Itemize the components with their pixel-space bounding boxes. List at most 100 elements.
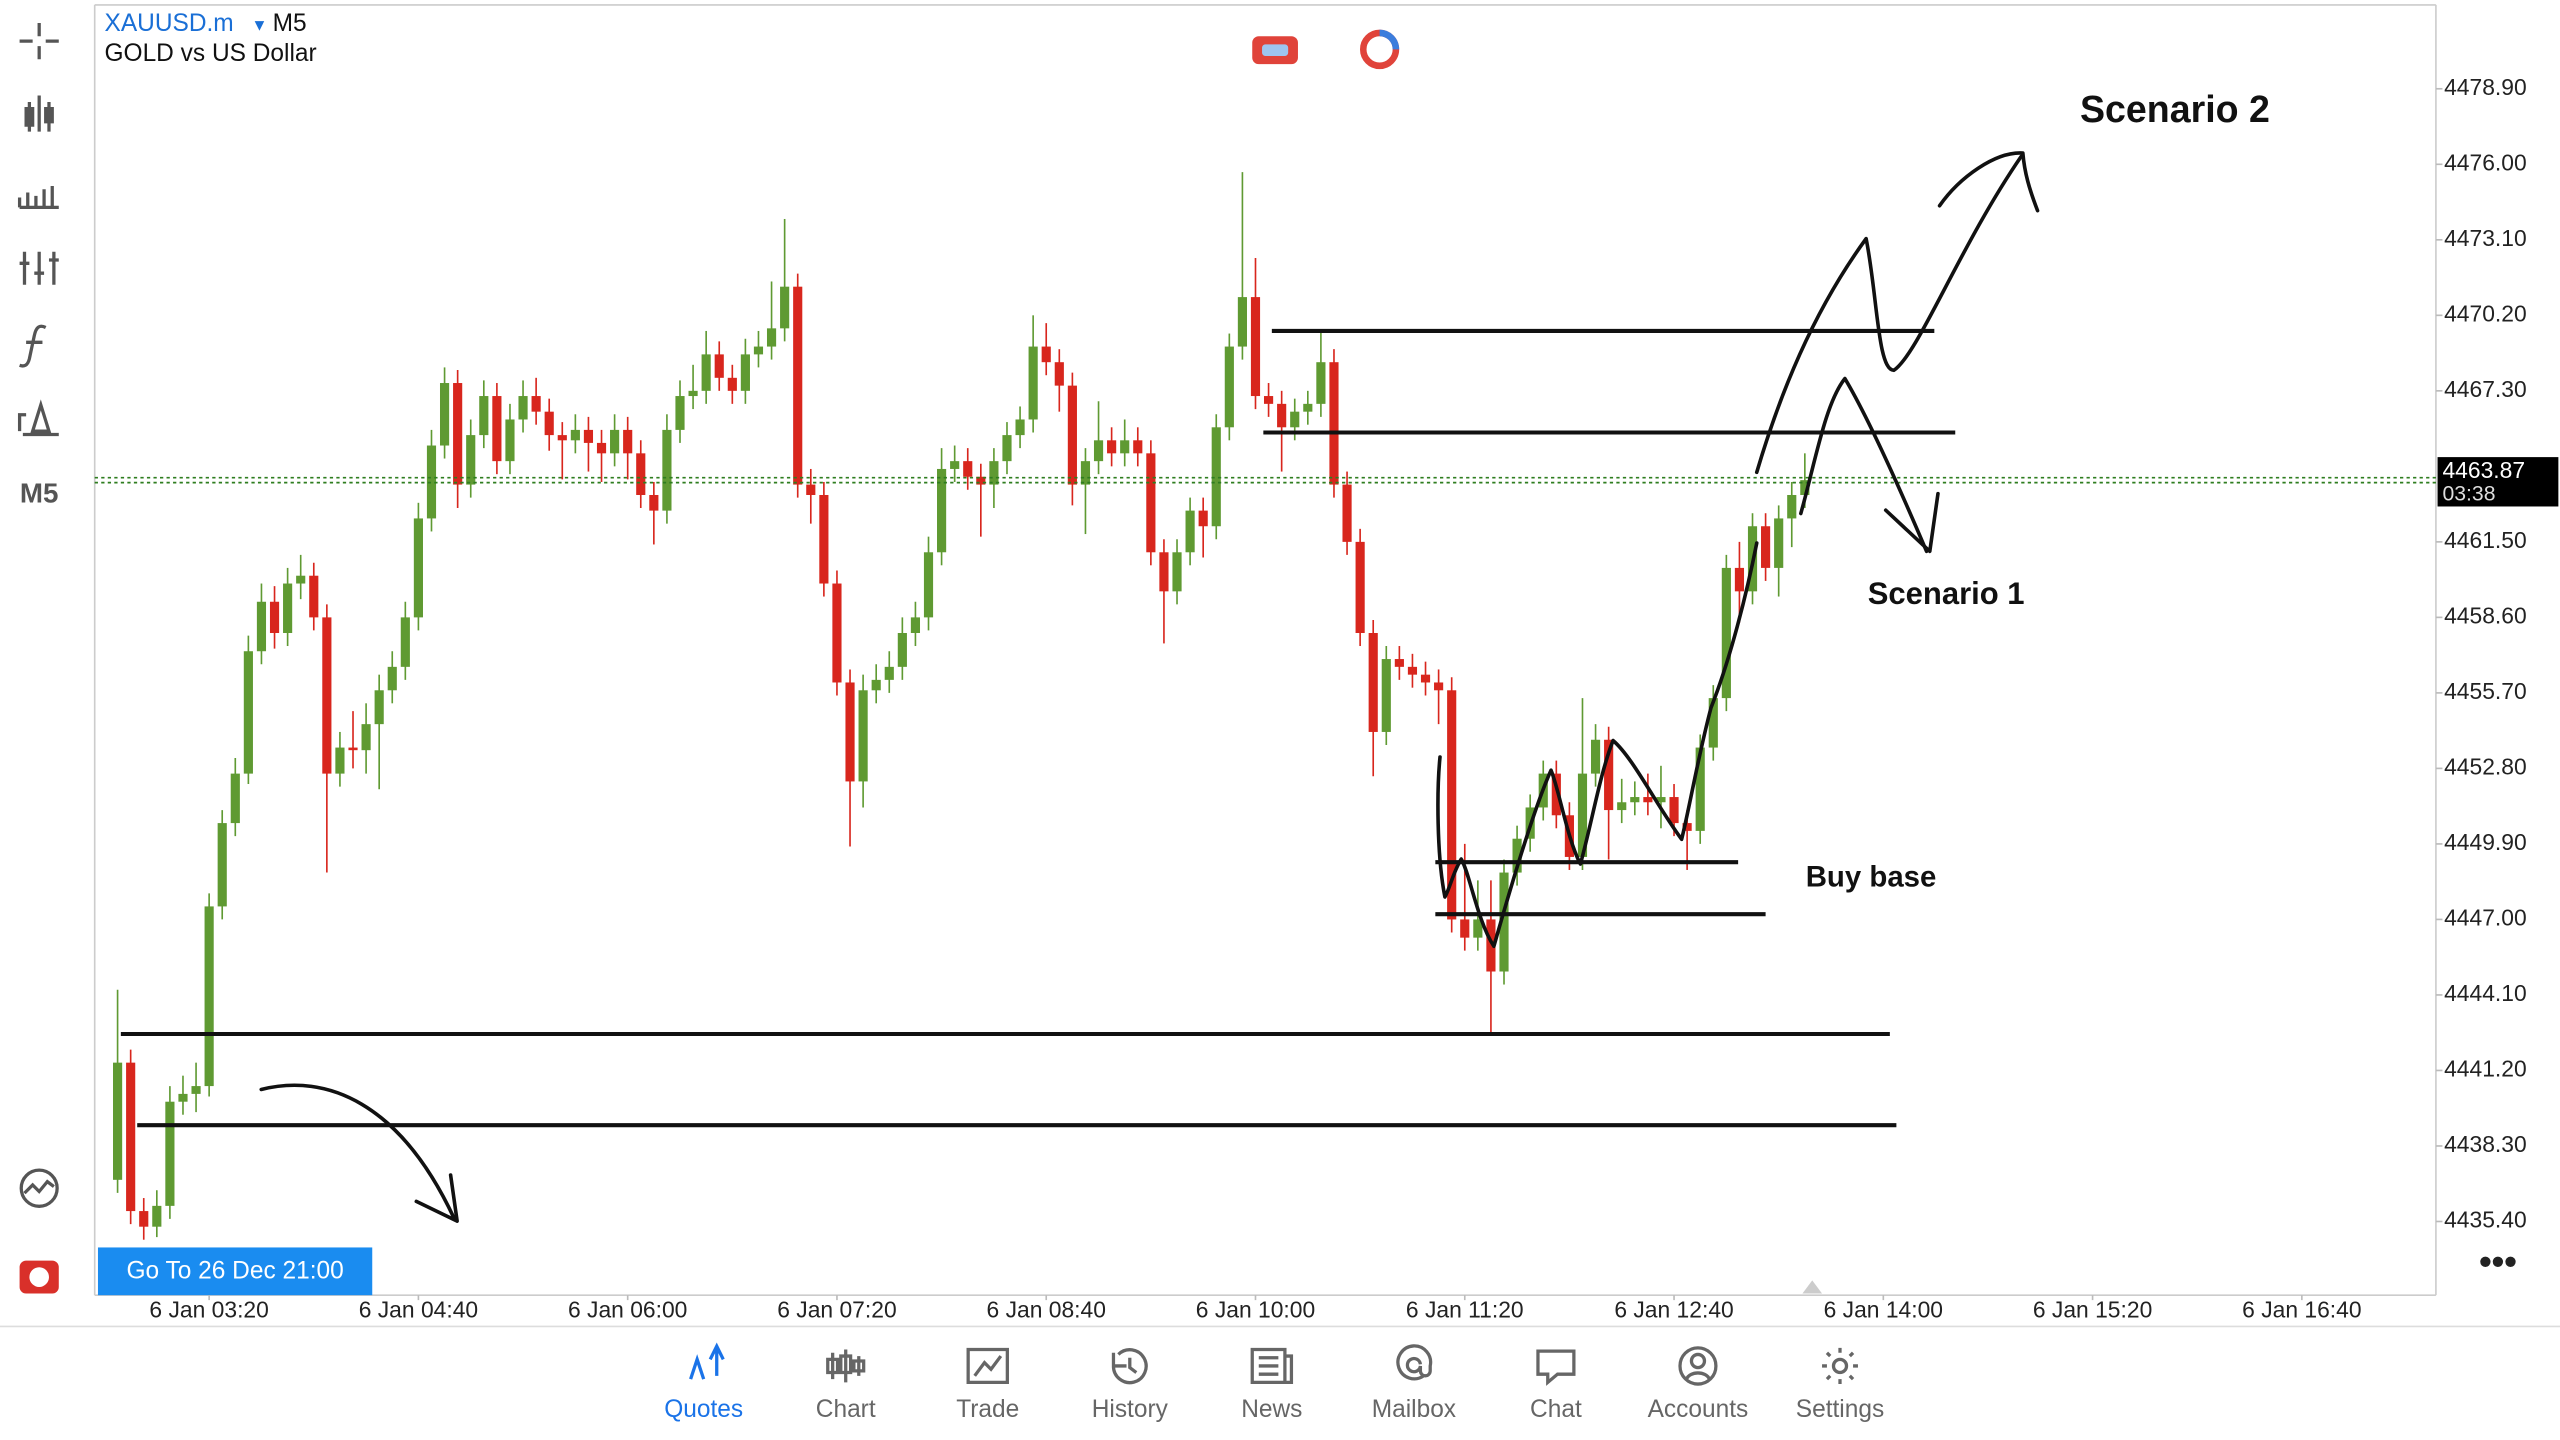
- candle-body: [1617, 802, 1627, 811]
- nav-icon[interactable]: [966, 1347, 1009, 1385]
- goto-button-label[interactable]: Go To 26 Dec 21:00: [126, 1258, 343, 1285]
- candle-body: [1604, 739, 1614, 811]
- objects-icon[interactable]: [17, 399, 59, 437]
- more-button[interactable]: •••: [2479, 1240, 2517, 1281]
- candle-body: [113, 1062, 123, 1180]
- candle-body: [152, 1205, 162, 1227]
- candle-body: [1787, 494, 1797, 519]
- candle-body: [1355, 541, 1365, 634]
- candle-body: [832, 583, 842, 683]
- candle-body: [963, 461, 973, 477]
- y-tick-label: 4452.80: [2444, 753, 2527, 779]
- timeframe-button[interactable]: M5: [20, 478, 59, 509]
- symbol-dropdown[interactable]: ▼: [251, 17, 267, 35]
- candle-body: [596, 442, 607, 454]
- nav-icon[interactable]: [826, 1349, 866, 1383]
- candle-body: [780, 286, 790, 329]
- candle-body: [217, 823, 227, 907]
- nav-label[interactable]: Mailbox: [1372, 1396, 1457, 1423]
- plot-area: [94, 172, 2436, 1240]
- function-icon[interactable]: [19, 324, 47, 368]
- candle-body: [204, 906, 214, 1087]
- nav-icon[interactable]: [1111, 1348, 1148, 1385]
- x-tick-label: 6 Jan 07:20: [777, 1297, 896, 1323]
- candle-body: [1682, 823, 1692, 831]
- candle-body: [426, 445, 437, 519]
- nav-label[interactable]: Quotes: [664, 1396, 743, 1423]
- candle-body: [753, 346, 764, 355]
- nav-icon[interactable]: [1536, 1349, 1576, 1386]
- candle-body: [858, 690, 868, 782]
- candle-body: [466, 435, 476, 485]
- candles-icon[interactable]: [24, 95, 54, 132]
- nav-label[interactable]: Settings: [1796, 1396, 1884, 1423]
- nav-label[interactable]: Chat: [1530, 1396, 1582, 1423]
- candle-body: [1120, 440, 1130, 454]
- y-tick-label: 4473.10: [2444, 225, 2527, 251]
- candle-body: [1381, 659, 1391, 732]
- x-tick-label: 6 Jan 06:00: [568, 1297, 687, 1323]
- candle-body: [688, 390, 698, 397]
- candle-body: [1146, 453, 1156, 553]
- candle-body: [1067, 385, 1077, 485]
- candle-body: [714, 354, 724, 378]
- candle-body: [610, 429, 620, 454]
- candle-body: [636, 453, 646, 495]
- y-tick-label: 4447.00: [2444, 904, 2527, 930]
- x-tick-label: 6 Jan 04:40: [359, 1297, 478, 1323]
- bottom-nav: Quotes Chart Trade History News Mailbox Chat Ac…: [664, 1342, 1884, 1423]
- candle-body: [387, 666, 397, 691]
- candle-body: [518, 396, 528, 420]
- candle-body: [322, 617, 332, 774]
- candle-body: [910, 617, 921, 634]
- nav-label[interactable]: History: [1092, 1396, 1169, 1423]
- candle-body: [453, 383, 463, 485]
- nav-label[interactable]: Chart: [816, 1396, 876, 1423]
- candle-body: [570, 429, 580, 441]
- nav-icon[interactable]: [1822, 1347, 1858, 1385]
- signals-icon[interactable]: [19, 1168, 59, 1208]
- candle-body: [165, 1101, 175, 1206]
- candle-body: [884, 666, 894, 680]
- annotation: Scenario 2: [2080, 88, 2270, 130]
- candle-body: [766, 328, 777, 347]
- nav-icon[interactable]: [1250, 1347, 1294, 1385]
- nav-icon[interactable]: [689, 1342, 725, 1380]
- candle-body: [937, 468, 947, 553]
- candle-body: [923, 552, 934, 618]
- candle-body: [1473, 919, 1483, 938]
- candle-body: [1721, 567, 1731, 699]
- y-tick-label: 4478.90: [2444, 74, 2527, 100]
- candle-body: [1420, 674, 1431, 683]
- down-arrow-head: [414, 1173, 459, 1223]
- nav-label[interactable]: News: [1241, 1396, 1302, 1423]
- nav-label[interactable]: Accounts: [1648, 1396, 1749, 1423]
- goto-button[interactable]: [97, 1247, 373, 1296]
- symbol[interactable]: XAUUSD.m: [104, 10, 233, 37]
- candle-body: [544, 411, 554, 436]
- candle-body: [1002, 435, 1012, 462]
- candle-body: [1774, 518, 1784, 568]
- indicators-icon[interactable]: [17, 185, 59, 210]
- candle-body: [989, 461, 999, 485]
- signals-icon-line: [23, 1179, 55, 1195]
- candle-body: [1303, 403, 1313, 412]
- candle-body: [1250, 297, 1261, 397]
- crosshair-icon[interactable]: [19, 23, 59, 60]
- x-tick-label: 6 Jan 03:20: [149, 1297, 268, 1323]
- candle-body: [139, 1211, 149, 1227]
- candle-body: [701, 354, 711, 391]
- nav-icon[interactable]: [1678, 1346, 1718, 1386]
- settings-sliders-icon[interactable]: [19, 251, 59, 285]
- candle-body: [1551, 773, 1561, 816]
- nav-icon[interactable]: [1396, 1344, 1433, 1381]
- candle-body: [1656, 797, 1666, 803]
- y-tick-label: 4435.40: [2444, 1206, 2527, 1232]
- candle-body: [1290, 411, 1300, 428]
- candle-body: [662, 429, 672, 511]
- nav-label[interactable]: Trade: [956, 1396, 1019, 1423]
- countdown-label: 03:38: [2442, 482, 2495, 506]
- y-tick-label: 4455.70: [2444, 678, 2527, 704]
- y-tick-label: 4458.60: [2444, 602, 2527, 628]
